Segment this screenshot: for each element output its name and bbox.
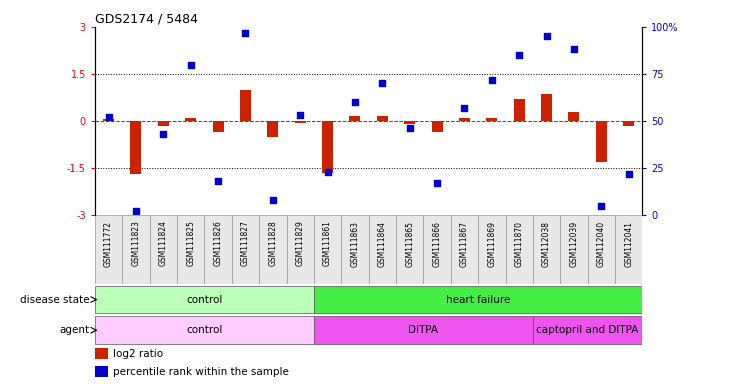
Bar: [295, 121, 306, 122]
Text: GSM111772: GSM111772: [104, 220, 113, 266]
Bar: [95, 286, 314, 313]
Bar: [533, 316, 642, 344]
Text: GSM112040: GSM112040: [597, 220, 606, 267]
Text: GSM111827: GSM111827: [241, 220, 250, 266]
Point: [431, 180, 443, 186]
Text: GSM111864: GSM111864: [378, 220, 387, 266]
Text: GSM111865: GSM111865: [405, 220, 414, 266]
Point: [103, 114, 115, 120]
Point: [349, 99, 361, 105]
Bar: [123, 215, 150, 284]
Bar: [185, 118, 196, 121]
Bar: [177, 215, 204, 284]
Text: control: control: [186, 325, 223, 335]
Point: [130, 208, 142, 214]
Point: [623, 170, 634, 177]
Bar: [232, 215, 259, 284]
Bar: [204, 215, 232, 284]
Bar: [95, 348, 108, 359]
Text: percentile rank within the sample: percentile rank within the sample: [113, 367, 289, 377]
Text: GSM111870: GSM111870: [515, 220, 523, 266]
Point: [568, 46, 580, 53]
Bar: [541, 94, 552, 121]
Bar: [505, 215, 533, 284]
Bar: [259, 215, 286, 284]
Bar: [240, 89, 251, 121]
Text: captopril and DITPA: captopril and DITPA: [537, 325, 639, 335]
Bar: [369, 215, 396, 284]
Text: GSM111866: GSM111866: [433, 220, 442, 266]
Text: GSM111863: GSM111863: [350, 220, 359, 266]
Text: log2 ratio: log2 ratio: [113, 349, 164, 359]
Text: DITPA: DITPA: [408, 325, 439, 335]
Point: [377, 80, 388, 86]
Text: disease state: disease state: [20, 295, 90, 305]
Point: [596, 203, 607, 209]
Point: [158, 131, 169, 137]
Bar: [95, 316, 314, 344]
Bar: [95, 215, 123, 284]
Point: [212, 178, 224, 184]
Bar: [95, 366, 108, 377]
Text: GSM112038: GSM112038: [542, 220, 551, 266]
Bar: [314, 316, 533, 344]
Point: [185, 61, 196, 68]
Bar: [341, 215, 369, 284]
Text: GSM111826: GSM111826: [214, 220, 223, 266]
Point: [239, 30, 251, 36]
Point: [458, 105, 470, 111]
Text: GSM111825: GSM111825: [186, 220, 195, 266]
Text: control: control: [186, 295, 223, 305]
Bar: [459, 118, 470, 121]
Bar: [212, 121, 223, 132]
Text: GSM111869: GSM111869: [488, 220, 496, 266]
Bar: [377, 116, 388, 121]
Bar: [588, 215, 615, 284]
Text: GDS2174 / 5484: GDS2174 / 5484: [95, 13, 198, 26]
Text: GSM111861: GSM111861: [323, 220, 332, 266]
Bar: [596, 121, 607, 162]
Bar: [150, 215, 177, 284]
Point: [513, 52, 525, 58]
Point: [294, 112, 306, 118]
Text: GSM111867: GSM111867: [460, 220, 469, 266]
Bar: [569, 111, 580, 121]
Bar: [423, 215, 450, 284]
Point: [541, 33, 553, 40]
Bar: [514, 99, 525, 121]
Text: agent: agent: [59, 325, 90, 335]
Bar: [623, 121, 634, 126]
Bar: [322, 121, 333, 173]
Text: GSM111829: GSM111829: [296, 220, 304, 266]
Text: GSM111828: GSM111828: [269, 220, 277, 266]
Bar: [478, 215, 505, 284]
Text: GSM111823: GSM111823: [131, 220, 140, 266]
Bar: [486, 118, 497, 121]
Text: GSM111824: GSM111824: [159, 220, 168, 266]
Bar: [396, 215, 423, 284]
Bar: [286, 215, 314, 284]
Text: heart failure: heart failure: [446, 295, 510, 305]
Bar: [131, 121, 142, 174]
Point: [404, 126, 415, 132]
Bar: [561, 215, 588, 284]
Point: [267, 197, 279, 203]
Bar: [103, 119, 114, 121]
Text: GSM112041: GSM112041: [624, 220, 633, 266]
Point: [322, 169, 334, 175]
Bar: [533, 215, 561, 284]
Point: [486, 76, 498, 83]
Bar: [431, 121, 442, 132]
Bar: [267, 121, 278, 137]
Bar: [615, 215, 642, 284]
Bar: [314, 215, 341, 284]
Text: GSM112039: GSM112039: [569, 220, 578, 267]
Bar: [350, 116, 361, 121]
Bar: [450, 215, 478, 284]
Bar: [404, 121, 415, 124]
Bar: [158, 121, 169, 126]
Bar: [314, 286, 642, 313]
